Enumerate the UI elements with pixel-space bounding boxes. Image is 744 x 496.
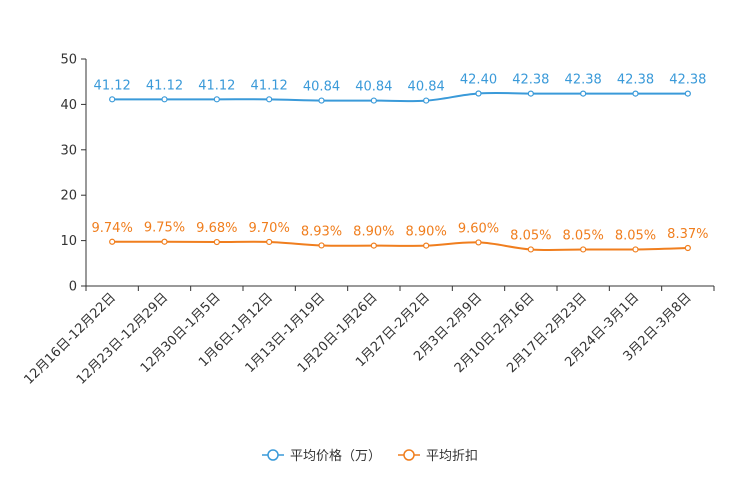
series-2-data-label: 8.05% (510, 228, 551, 243)
y-tick-label: 40 (60, 98, 77, 113)
series-1-data-label: 40.84 (303, 80, 340, 95)
series-1-data-label: 41.12 (251, 78, 288, 93)
series-2-data-label: 9.70% (249, 221, 290, 236)
series-1-point[interactable] (475, 90, 482, 97)
series-2-data-label: 8.90% (353, 225, 394, 240)
series-1-data-label: 42.38 (565, 73, 602, 88)
y-tick-label: 30 (60, 143, 77, 158)
series-2-point[interactable] (213, 238, 220, 246)
series-1-point[interactable] (213, 96, 220, 103)
series-2-data-label: 8.37% (667, 227, 708, 242)
series-2-point[interactable] (370, 242, 377, 249)
series-1-data-label: 40.84 (408, 80, 445, 95)
series-1-data-label: 41.12 (198, 78, 235, 93)
series-2-point[interactable] (475, 239, 482, 246)
series-1-data-label: 42.38 (512, 73, 549, 88)
series-2-data-label: 8.05% (563, 228, 604, 243)
series-1-data-label: 41.12 (94, 78, 131, 93)
series-2-data-label: 8.93% (301, 224, 342, 239)
series-1-data-label: 42.38 (617, 73, 654, 88)
series-1-data-label: 42.38 (669, 73, 706, 88)
series-line-1 (112, 91, 688, 103)
series-1-point[interactable] (423, 97, 430, 104)
y-tick-label: 50 (60, 53, 77, 68)
legend-marker-icon[interactable] (403, 449, 415, 461)
series-1-point[interactable] (527, 90, 534, 97)
series-2-data-label: 9.68% (196, 221, 237, 236)
y-tick-label: 0 (69, 280, 77, 295)
series-2-point[interactable] (423, 242, 430, 249)
series-1-data-label: 42.40 (460, 73, 497, 88)
y-tick-label: 10 (60, 234, 77, 249)
y-tick-label: 20 (60, 189, 77, 204)
series-1-point[interactable] (266, 96, 273, 103)
series-2-point[interactable] (632, 246, 639, 253)
series-1-point[interactable] (632, 90, 639, 97)
series-1-point[interactable] (580, 90, 587, 97)
series-1-point[interactable] (684, 90, 691, 97)
legend-marker-icon[interactable] (267, 449, 279, 461)
series-2-point[interactable] (318, 242, 325, 249)
series-2-point[interactable] (161, 238, 168, 245)
series-2-data-label: 9.74% (92, 221, 133, 236)
series-1-data-label: 41.12 (146, 78, 183, 93)
series-2-point[interactable] (109, 238, 116, 245)
series-2-data-label: 9.75% (144, 221, 185, 236)
series-2-point[interactable] (684, 244, 691, 252)
series-2-data-label: 9.60% (458, 221, 499, 236)
series-1-point[interactable] (161, 96, 168, 103)
series-2-point[interactable] (527, 246, 534, 253)
series-1-point[interactable] (318, 97, 325, 104)
series-2-data-label: 8.90% (406, 225, 447, 240)
series-1-point[interactable] (109, 96, 116, 103)
series-1-point[interactable] (370, 97, 377, 104)
series-2-point[interactable] (266, 238, 273, 246)
series-2-data-label: 8.05% (615, 228, 656, 243)
legend-label-1[interactable]: 平均价格（万） (290, 448, 381, 464)
series-line-2 (112, 240, 688, 252)
x-tick-label: 12月16日-12月22日 (22, 290, 119, 387)
x-tick-label: 12月23日-12月29日 (74, 290, 171, 387)
series-1-data-label: 40.84 (355, 80, 392, 95)
legend-label-2[interactable]: 平均折扣 (426, 449, 478, 464)
series-2-point[interactable] (580, 246, 587, 253)
